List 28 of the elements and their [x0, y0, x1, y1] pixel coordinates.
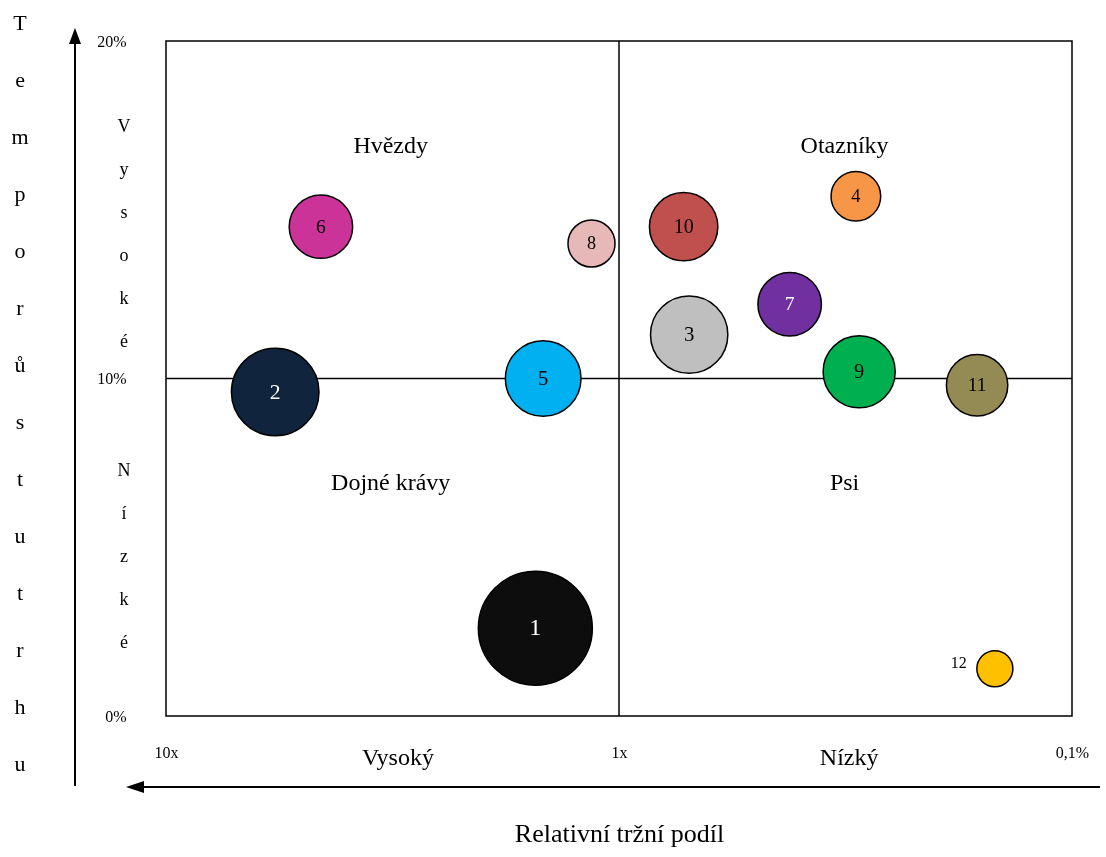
text: Nízký [819, 743, 879, 770]
x-tick-label: 10x [154, 743, 179, 761]
series-label: 5 [538, 366, 549, 389]
series-label: 12 [950, 653, 967, 671]
text: Tempo růstu trhu [11, 10, 29, 776]
series-label: 9 [854, 359, 865, 382]
series-label: 2 [269, 380, 281, 404]
text: Vysoké [117, 116, 131, 351]
y-tick-label: 20% [97, 32, 127, 50]
x-tick-label: 0,1% [1055, 743, 1090, 761]
series-label: 7 [784, 293, 795, 315]
annotation: Otazníky [800, 132, 889, 159]
annotation: Psi [829, 469, 860, 496]
text: Nízké [117, 460, 131, 652]
series-label: 11 [967, 374, 987, 396]
x-tick-label: 1x [611, 743, 628, 761]
series-label: 3 [683, 321, 695, 345]
x-axis-title: Relativní tržní podíl [514, 818, 725, 848]
y-tick-label: 0% [105, 707, 127, 725]
series-label: 8 [586, 232, 597, 253]
text: Vysoký [361, 743, 434, 770]
series-label: 6 [316, 215, 327, 237]
y-tick-label: 10% [97, 370, 127, 387]
series-label: 10 [673, 214, 694, 237]
series-label: 1 [529, 614, 542, 641]
annotation: Dojné krávy [331, 469, 451, 496]
annotation: Hvězdy [353, 132, 429, 159]
series-label: 4 [851, 186, 861, 207]
